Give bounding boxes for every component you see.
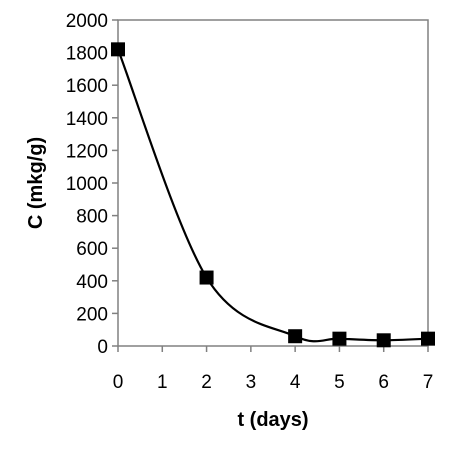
- x-axis-title: t (days): [237, 409, 308, 431]
- y-tick-label: 200: [76, 304, 108, 325]
- data-point-marker: [111, 42, 125, 57]
- data-point-marker: [376, 333, 391, 348]
- data-point-marker: [332, 331, 347, 346]
- y-tick-label: 1600: [66, 76, 108, 97]
- x-tick-label: 3: [246, 372, 257, 393]
- y-tick-label: 0: [97, 337, 108, 358]
- x-tick-label: 7: [423, 372, 434, 393]
- series-markers: [111, 42, 435, 348]
- data-point-marker: [421, 331, 435, 346]
- y-tick-label: 800: [76, 207, 108, 228]
- y-tick-label: 1200: [66, 141, 108, 162]
- data-point-marker: [288, 329, 303, 344]
- y-axis: 0 200 400 600 800 1000 1200 1400 1600 1800 2000: [66, 11, 118, 358]
- x-tick-label: 1: [157, 372, 168, 393]
- x-axis: 0 1 2 3 4 5 6 7: [113, 346, 434, 393]
- y-tick-label: 2000: [66, 11, 108, 32]
- y-tick-label: 1400: [66, 109, 108, 130]
- data-point-marker: [199, 270, 214, 285]
- x-tick-label: 6: [378, 372, 389, 393]
- x-tick-label: 0: [113, 372, 124, 393]
- x-tick-label: 4: [290, 372, 301, 393]
- y-tick-label: 1000: [66, 174, 108, 195]
- y-axis-title: C (mkg/g): [25, 137, 47, 229]
- plot-area: [117, 19, 429, 347]
- x-tick-label: 2: [201, 372, 212, 393]
- y-tick-label: 600: [76, 239, 108, 260]
- y-tick-label: 400: [76, 272, 108, 293]
- x-tick-label: 5: [334, 372, 345, 393]
- y-tick-label: 1800: [66, 44, 108, 65]
